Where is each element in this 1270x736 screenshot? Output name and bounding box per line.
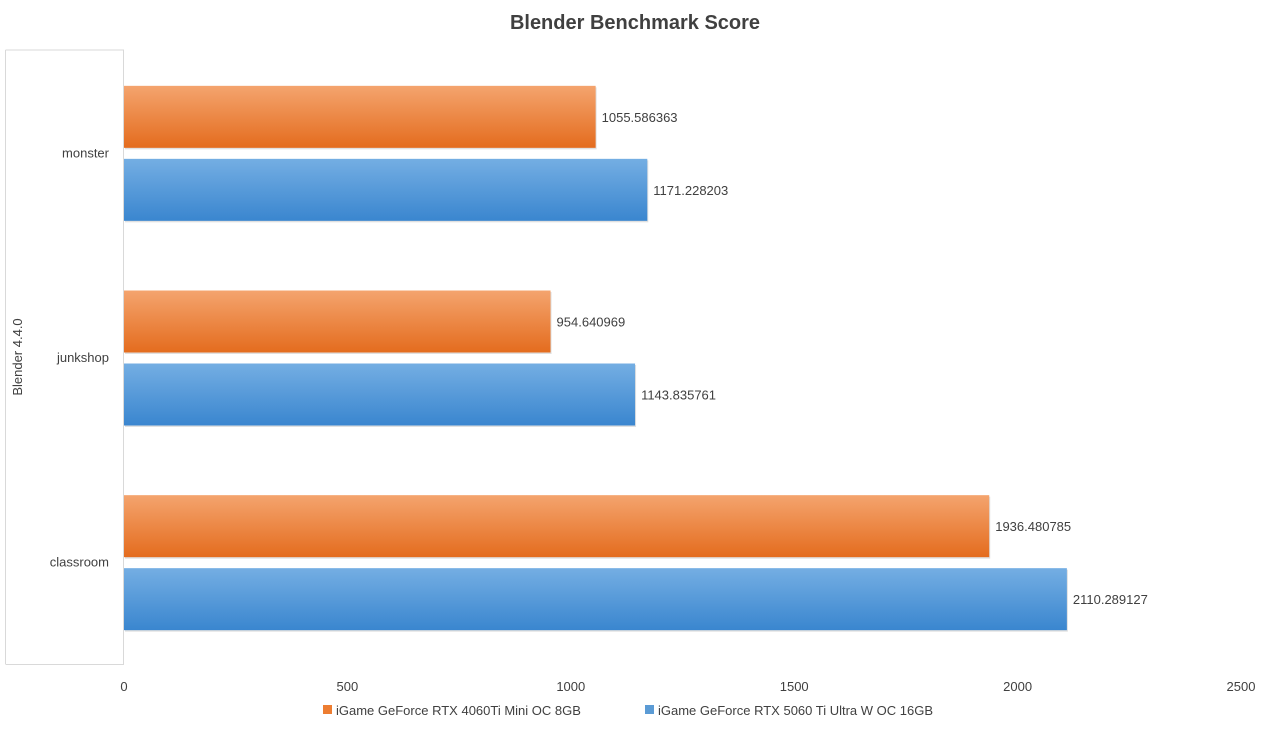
data-label-junkshop-series-1: 954.640969 [557,315,626,330]
legend-swatch-series-1 [323,705,332,714]
legend-label-series-1: iGame GeForce RTX 4060Ti Mini OC 8GB [336,703,581,718]
category-labels: monster junkshop classroom [50,145,110,569]
data-label-junkshop-series-2: 1143.835761 [641,388,716,403]
bar-classroom-series-2 [124,568,1067,631]
x-tick-label-2000: 2000 [1003,679,1032,694]
bar-monster-series-2 [124,158,648,221]
data-label-classroom-series-1: 1936.480785 [995,519,1071,534]
data-label-classroom-series-2: 2110.289127 [1073,592,1148,607]
legend: iGame GeForce RTX 4060Ti Mini OC 8GB iGam… [323,703,933,718]
category-label-monster: monster [62,145,110,160]
data-labels: 1055.586363 1171.228203 954.640969 1143.835… [557,110,1148,607]
category-label-classroom: classroom [50,555,109,570]
legend-swatch-series-2 [645,705,654,714]
group-axis-label: Blender 4.4.0 [10,318,25,395]
chart-title: Blender Benchmark Score [510,12,760,34]
x-tick-label-1000: 1000 [556,679,585,694]
legend-label-series-2: iGame GeForce RTX 5060 Ti Ultra W OC 16G… [658,703,933,718]
bar-junkshop-series-2 [124,363,636,426]
data-label-monster-series-1: 1055.586363 [602,110,678,125]
x-tick-label-1500: 1500 [780,679,809,694]
axis-frame [5,49,124,665]
data-label-monster-series-2: 1171.228203 [653,183,728,198]
bar-junkshop-series-1 [124,290,551,353]
category-label-junkshop: junkshop [56,350,109,365]
bars [124,85,1068,632]
x-tick-label-500: 500 [337,679,359,694]
x-tick-label-2500: 2500 [1227,679,1256,694]
bar-classroom-series-1 [124,495,990,558]
x-tick-labels: 0 500 1000 1500 2000 2500 [120,679,1255,694]
bar-monster-series-1 [124,85,596,148]
x-tick-label-0: 0 [120,679,127,694]
